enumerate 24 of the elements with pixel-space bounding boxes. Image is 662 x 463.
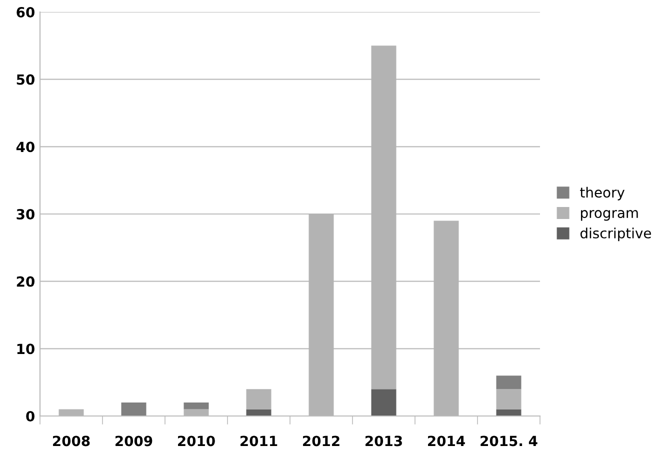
bar [121,402,146,416]
y-tick-label: 20 [16,276,34,287]
y-tick-label: 60 [16,6,34,18]
bar [184,402,209,410]
y-tick-label: 40 [16,142,34,152]
legend-label: program [580,210,638,221]
legend-label: discriptive [580,228,651,242]
bar [246,389,272,410]
x-tick-label: 2015. 4 [480,436,538,446]
x-tick-label: 2008 [53,436,90,446]
bar [371,389,396,416]
bar [496,376,522,390]
legend-label: theory [580,186,625,200]
y-tick-label: 50 [16,74,34,85]
y-tick-label: 0 [26,410,34,422]
y-tick-label: 10 [17,344,34,354]
x-tick-label: 2010 [178,436,215,446]
x-tick-label: 2012 [303,436,340,446]
x-tick-label: 2009 [116,436,152,446]
bar [496,389,522,410]
x-tick-label: 2011 [240,436,278,446]
y-tick-label: 30 [16,208,34,220]
x-tick-label: 2014 [428,436,465,446]
x-tick-label: 2013 [366,436,402,446]
